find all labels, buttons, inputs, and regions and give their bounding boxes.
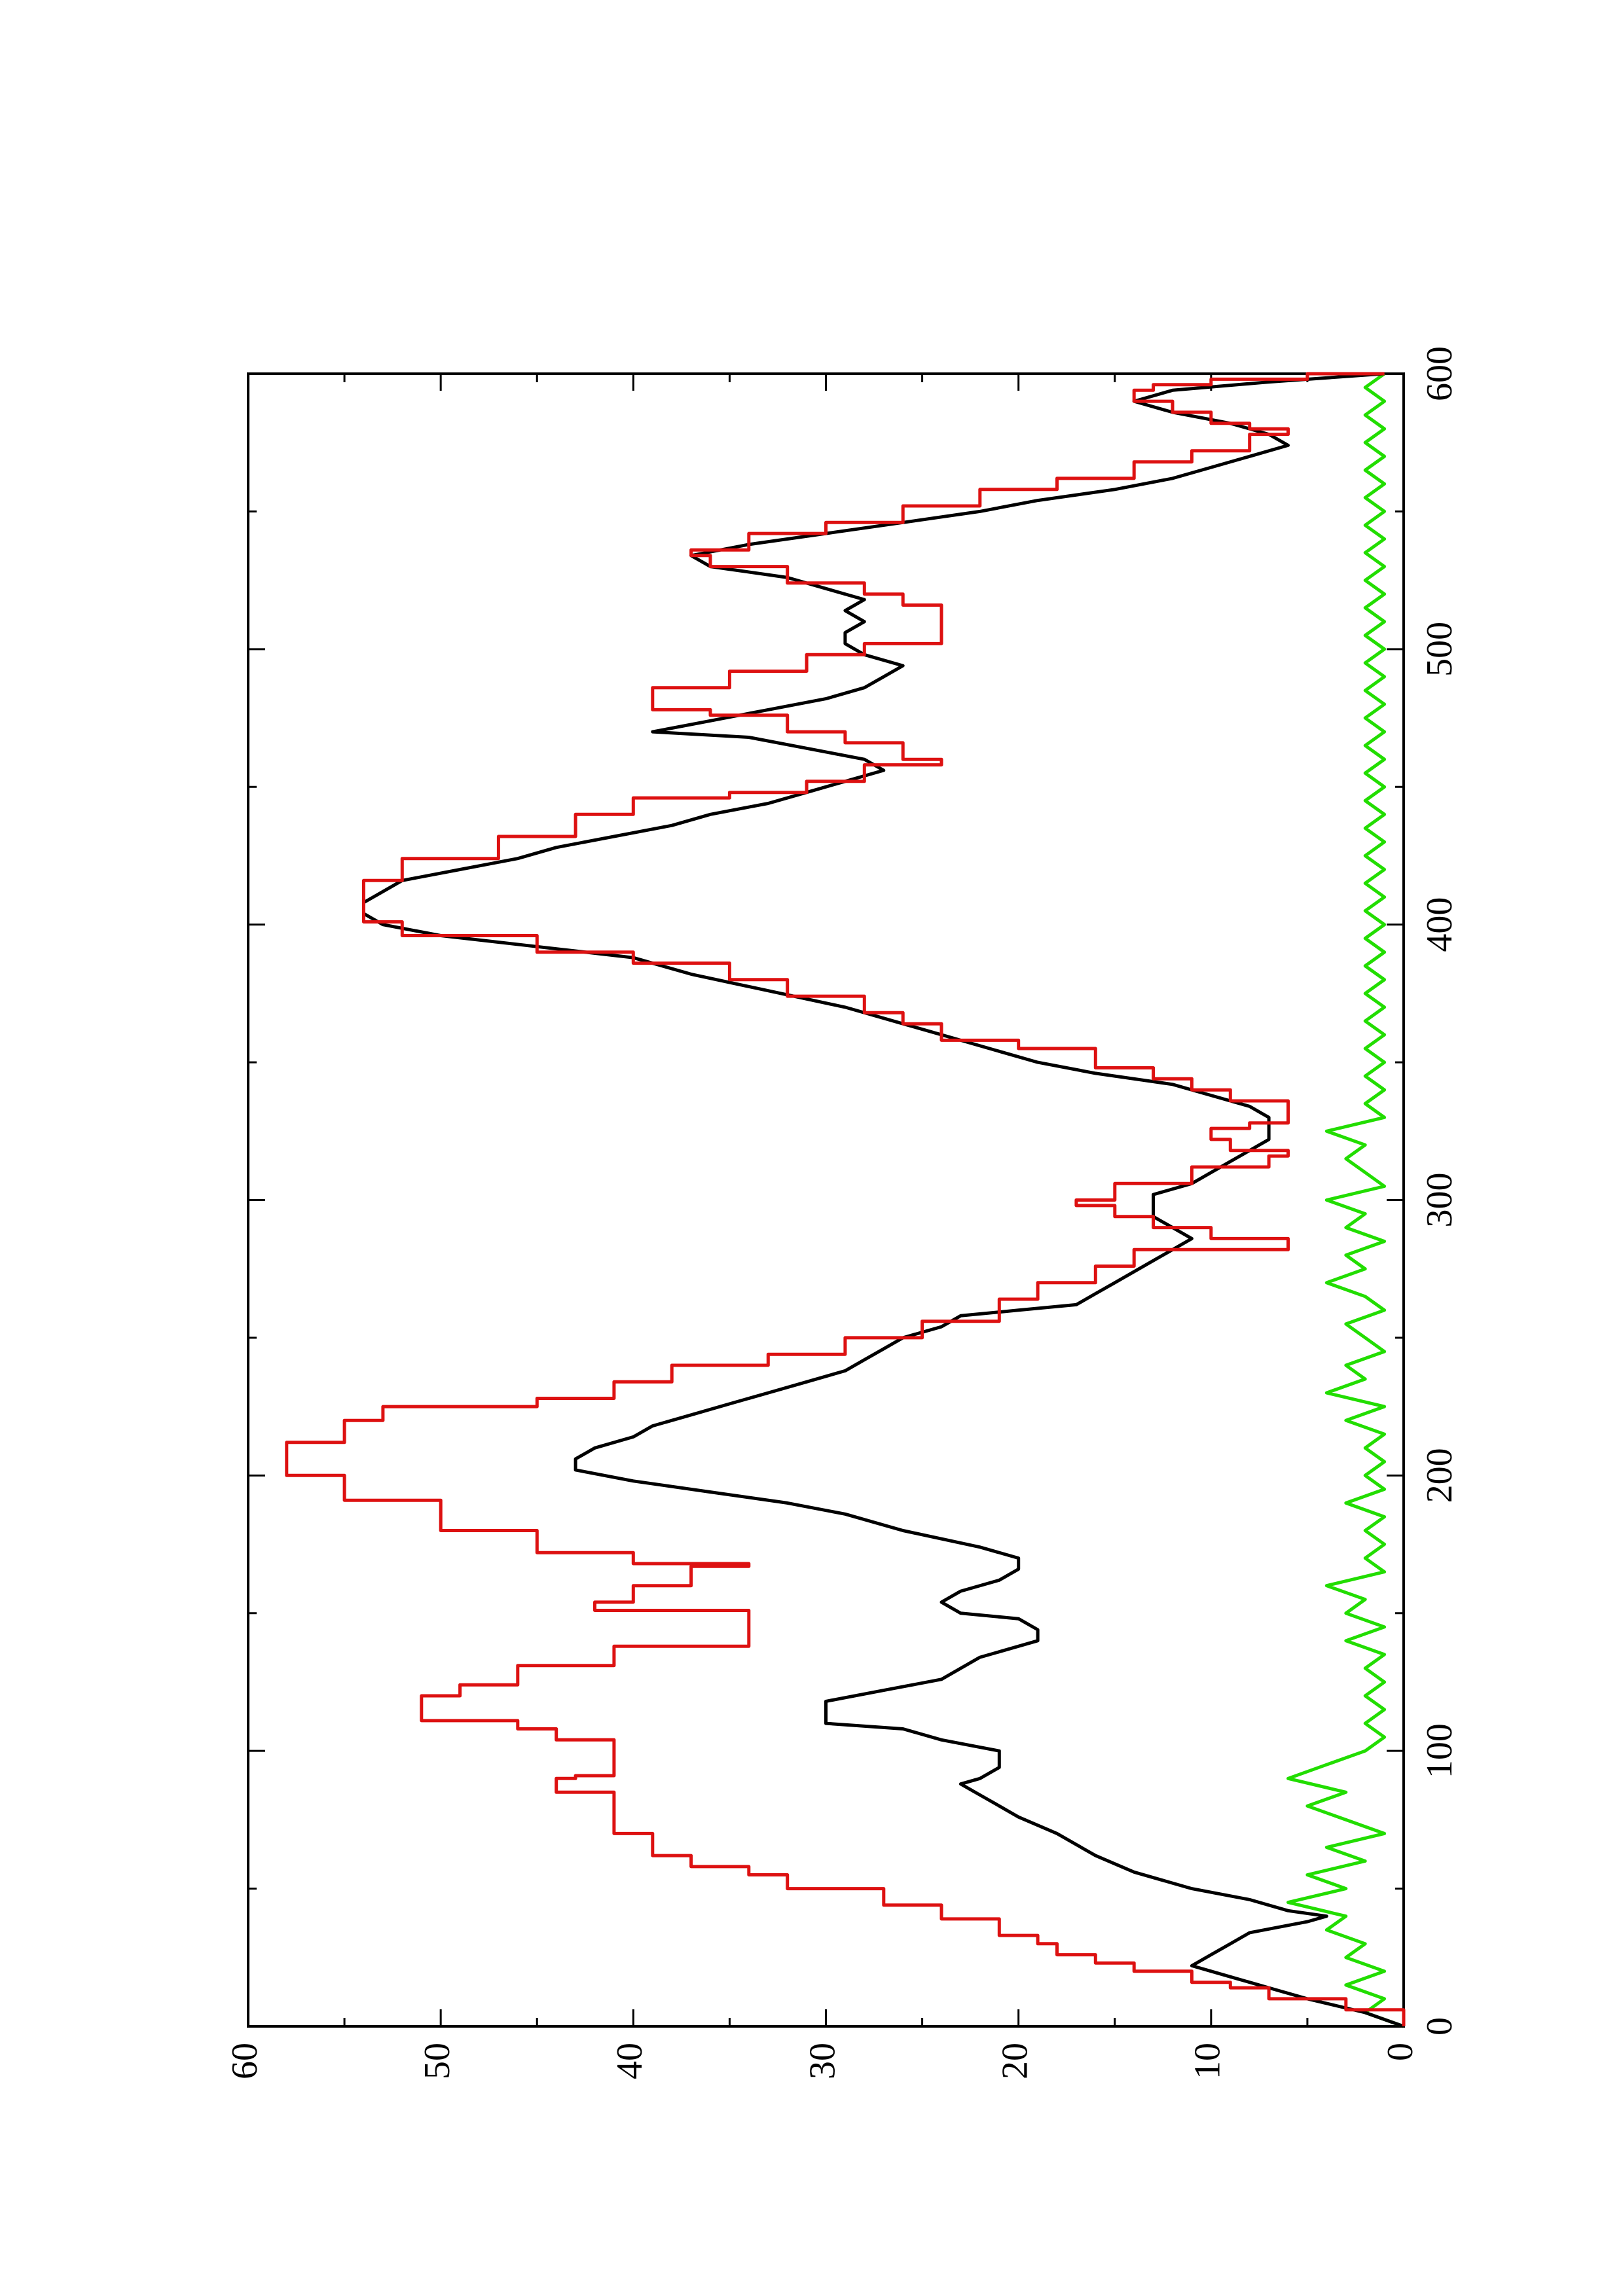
series-green-line (1286, 372, 1404, 2028)
series-layer (285, 372, 1406, 2028)
x-tick-label: 200 (1419, 1448, 1460, 1503)
y-tick-label: 10 (1188, 2043, 1228, 2079)
plot-frame (247, 372, 1405, 2028)
y-tick-label: 0 (1380, 2043, 1421, 2061)
x-tick-label: 500 (1419, 622, 1460, 677)
y-tick-label: 40 (610, 2043, 650, 2079)
x-tick-labels: 0 100 200 300 400 500 600 (1419, 346, 1460, 2036)
y-tick-label: 50 (417, 2043, 458, 2079)
y-tick-label: 20 (995, 2043, 1036, 2079)
x-tick-label: 100 (1419, 1723, 1460, 1778)
x-tick-label: 600 (1419, 346, 1460, 401)
series-red-line (285, 372, 1406, 2026)
x-tick-label: 0 (1419, 2017, 1460, 2036)
x-tick-label: 400 (1419, 897, 1460, 952)
y-tick-label: 60 (225, 2043, 265, 2079)
y-tick-label: 30 (802, 2043, 843, 2079)
y-tick-labels: 0 10 20 30 40 50 60 (225, 2043, 1421, 2079)
x-tick-label: 300 (1419, 1173, 1460, 1228)
axis-ticks (247, 372, 1405, 2028)
series-black-line (362, 372, 1404, 2028)
